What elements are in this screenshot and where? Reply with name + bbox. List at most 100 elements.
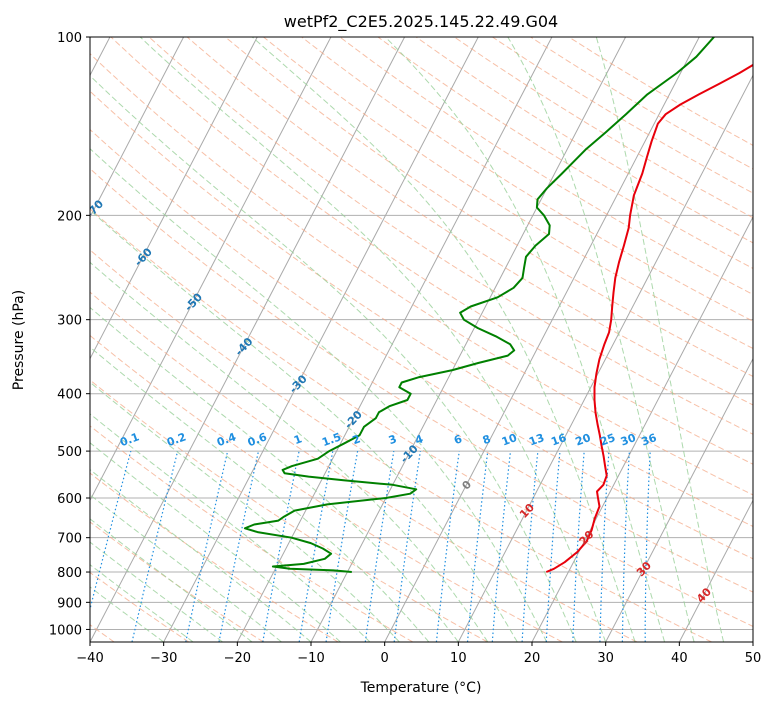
- mixing-ratio-label: 13: [527, 431, 546, 448]
- moist-adiabat-line: [595, 37, 724, 642]
- moist-adiabat-line: [90, 564, 194, 642]
- moist-adiabat-line: [139, 37, 607, 642]
- dry-adiabat-line: [90, 128, 753, 560]
- isotherm-label: -40: [232, 335, 255, 359]
- mixing-ratio-line: [435, 451, 460, 642]
- isotherm-label: -60: [132, 245, 155, 269]
- isotherm-line: [90, 37, 406, 642]
- mixing-ratio-label: 4: [413, 432, 425, 447]
- moist-adiabat-line: [507, 37, 695, 642]
- y-axis: 100 200 300 400 500 600 700 800 900 1000: [49, 31, 90, 638]
- moist-adiabat-line: [90, 494, 282, 642]
- mixing-ratio-line: [325, 450, 359, 642]
- x-tick-label: 0: [381, 651, 389, 666]
- y-tick-label: 1000: [49, 623, 82, 638]
- isotherm-line: [752, 640, 753, 642]
- x-tick-label: −30: [150, 651, 177, 666]
- x-axis-title: Temperature (°C): [360, 680, 482, 696]
- moist-adiabat-line: [90, 75, 577, 642]
- plot-area: -100-90-80-70-60-50-40-30-20-10010203040…: [83, 37, 753, 642]
- isotherm-line: [531, 215, 753, 642]
- x-tick-label: 40: [671, 651, 688, 666]
- isotherm-lines: [90, 37, 753, 642]
- mixing-ratio-label: 30: [619, 431, 638, 449]
- mixing-ratio-label: 16: [549, 431, 568, 449]
- mixing-ratio-line: [262, 450, 300, 642]
- moist-adiabat-line: [384, 37, 666, 642]
- mixing-ratio-label: 20: [574, 431, 593, 449]
- isotherm-label: 20: [577, 528, 597, 548]
- dry-adiabat-line: [90, 425, 414, 642]
- y-tick-label: 100: [57, 31, 82, 46]
- dry-adiabat-lines: [90, 37, 753, 642]
- mixing-ratio-label: 25: [598, 431, 617, 448]
- moist-adiabat-line: [90, 148, 548, 642]
- mixing-ratio-lines: [90, 450, 651, 642]
- isotherm-line: [605, 357, 753, 642]
- y-tick-label: 600: [57, 492, 82, 507]
- moist-adiabat-line: [90, 346, 430, 642]
- dry-adiabat-line: [186, 37, 753, 406]
- isotherm-line: [90, 37, 185, 219]
- mixing-ratio-label: 0.4: [215, 430, 238, 449]
- x-tick-label: −40: [76, 651, 103, 666]
- moist-adiabat-line: [251, 37, 636, 642]
- x-tick-label: −10: [297, 651, 324, 666]
- dry-adiabat-line: [148, 37, 753, 435]
- mixing-ratio-label: 0.6: [246, 430, 269, 449]
- dry-adiabat-line: [568, 37, 753, 146]
- dry-adiabat-line: [90, 472, 339, 642]
- x-axis: −40 −30 −20 −10 0 10 20 30 40 50: [76, 642, 761, 666]
- moist-adiabat-lines: [90, 37, 724, 642]
- moist-adiabat-line: [90, 306, 459, 642]
- dry-adiabat-line: [90, 208, 753, 627]
- dry-adiabat-line: [90, 379, 488, 642]
- mixing-ratio-line: [545, 451, 561, 642]
- y-tick-label: 200: [57, 209, 82, 224]
- moist-adiabat-line: [90, 261, 489, 642]
- mixing-ratio-label: 1.5: [320, 430, 343, 449]
- moist-adiabat-line: [90, 541, 223, 642]
- dry-adiabat-line: [301, 37, 753, 322]
- isotherm-label: -70: [83, 197, 106, 221]
- dry-adiabat-line: [90, 291, 638, 642]
- mixing-ratio-label: 8: [481, 432, 493, 447]
- x-tick-label: −20: [224, 651, 251, 666]
- moist-adiabat-line: [90, 209, 518, 642]
- x-tick-label: 20: [524, 651, 541, 666]
- mixing-ratio-line: [131, 450, 179, 642]
- dry-adiabat-line: [224, 37, 753, 377]
- x-tick-label: 10: [450, 651, 467, 666]
- moist-adiabat-line: [90, 442, 341, 642]
- mixing-ratio-label: 1: [292, 432, 304, 447]
- isotherm-line: [236, 37, 553, 642]
- chart-title: wetPf2_C2E5.2025.145.22.49.G04: [284, 12, 558, 32]
- moist-adiabat-line: [90, 381, 400, 642]
- y-tick-label: 900: [57, 596, 82, 611]
- mixing-ratio-label: 10: [500, 431, 519, 449]
- mixing-ratio-line: [298, 450, 334, 642]
- isotherm-label: 30: [634, 559, 654, 579]
- dry-adiabat-line: [377, 37, 753, 269]
- dry-adiabat-line: [90, 334, 563, 642]
- isotherm-label: 10: [517, 501, 537, 521]
- mixing-ratio-labels: 0.1 0.2 0.4 0.6 1 1.5 2 3 4 6 8 10 13 16 20 25 30 36: [118, 430, 658, 449]
- dry-adiabat-line: [339, 37, 753, 296]
- dry-adiabat-line: [90, 249, 712, 642]
- dry-adiabat-line: [90, 521, 264, 642]
- dry-adiabat-line: [90, 90, 753, 527]
- moist-adiabat-line: [90, 413, 371, 642]
- y-axis-title: Pressure (hPa): [11, 290, 27, 390]
- mixing-ratio-line: [90, 450, 132, 612]
- dry-adiabat-line: [90, 168, 753, 593]
- moist-adiabat-line: [90, 468, 312, 642]
- y-tick-label: 500: [57, 445, 82, 460]
- mixing-ratio-line: [364, 451, 395, 642]
- moist-adiabat-line: [90, 586, 164, 642]
- x-tick-label: 50: [745, 651, 762, 666]
- x-tick-label: 30: [597, 651, 614, 666]
- isotherm-line: [457, 74, 753, 642]
- y-tick-label: 700: [57, 532, 82, 547]
- dry-adiabat-line: [90, 53, 753, 496]
